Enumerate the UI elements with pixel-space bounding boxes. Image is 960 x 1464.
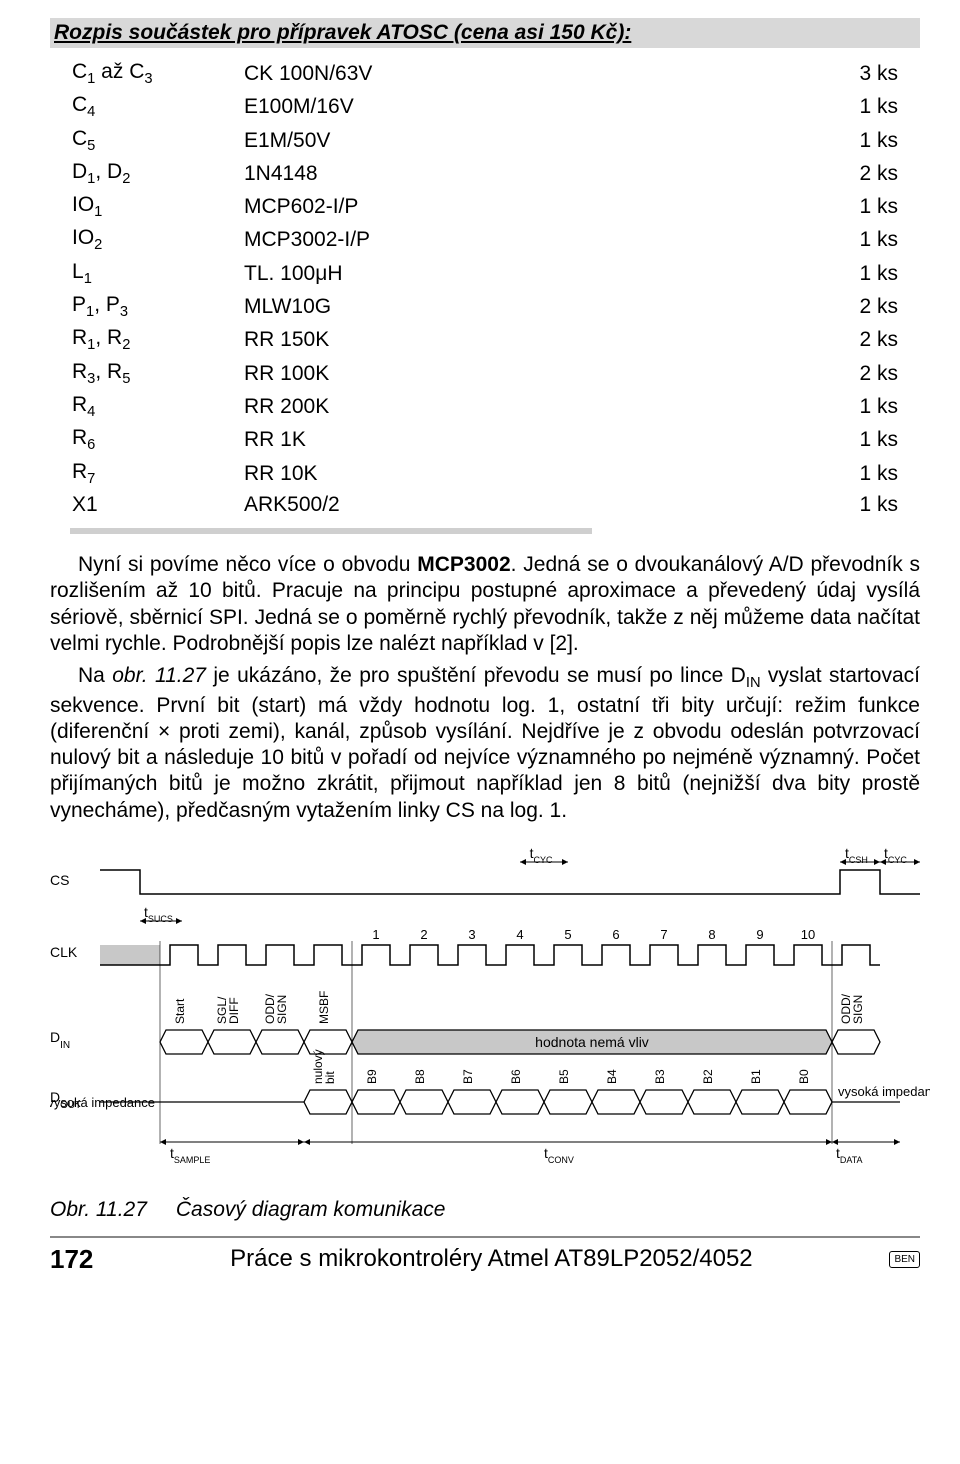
svg-text:8: 8 [708, 927, 715, 942]
table-row: R4RR 200K1 ks [72, 391, 938, 422]
table-row: IO2MCP3002-I/P1 ks [72, 224, 938, 255]
table-row: R7RR 10K1 ks [72, 458, 938, 489]
svg-text:tDATA: tDATA [836, 1145, 863, 1165]
svg-text:DIN: DIN [50, 1029, 70, 1051]
svg-text:SIGN: SIGN [851, 995, 865, 1024]
svg-text:tSAMPLE: tSAMPLE [170, 1145, 210, 1165]
caption-ref: Obr. 11.27 [50, 1198, 170, 1222]
table-row: C4E100M/16V1 ks [72, 91, 938, 122]
svg-text:4: 4 [516, 927, 523, 942]
svg-text:B5: B5 [557, 1069, 571, 1084]
table-row: IO1MCP602-I/P1 ks [72, 191, 938, 222]
table-row: P1, P3MLW10G2 ks [72, 291, 938, 322]
timing-diagram: CSCLKDINDOUTtCYCtCSHtCYCtSUCS12345678910… [50, 840, 930, 1180]
svg-text:B3: B3 [653, 1069, 667, 1084]
svg-text:Start: Start [173, 998, 187, 1024]
svg-text:vysoká impedance: vysoká impedance [838, 1084, 930, 1099]
table-row: C5E1M/50V1 ks [72, 125, 938, 156]
parts-table: C1 až C3CK 100N/63V3 ksC4E100M/16V1 ksC5… [70, 56, 940, 520]
svg-text:2: 2 [420, 927, 427, 942]
svg-text:6: 6 [612, 927, 619, 942]
divider [70, 528, 592, 534]
svg-text:CLK: CLK [50, 944, 78, 960]
paragraph-2: Na obr. 11.27 je ukázáno, že pro spuštěn… [50, 663, 920, 824]
paragraph-1: Nyní si povíme něco více o obvodu MCP300… [50, 552, 920, 657]
svg-text:B2: B2 [701, 1069, 715, 1084]
svg-text:MSBF: MSBF [317, 991, 331, 1024]
svg-text:7: 7 [660, 927, 667, 942]
svg-text:DIFF: DIFF [227, 997, 241, 1024]
svg-text:SIGN: SIGN [275, 995, 289, 1024]
svg-text:tSUCS: tSUCS [144, 904, 173, 924]
parts-list-title: Rozpis součástek pro přípravek ATOSC (ce… [50, 18, 920, 48]
svg-text:B1: B1 [749, 1069, 763, 1084]
svg-text:hodnota nemá vliv: hodnota nemá vliv [535, 1034, 649, 1050]
table-row: L1TL. 100μH1 ks [72, 258, 938, 289]
table-row: R1, R2RR 150K2 ks [72, 324, 938, 355]
svg-text:9: 9 [756, 927, 763, 942]
svg-text:tCYC: tCYC [884, 845, 907, 865]
page-footer: 172 Práce s mikrokontroléry Atmel AT89LP… [50, 1236, 920, 1275]
svg-text:5: 5 [564, 927, 571, 942]
table-row: R6RR 1K1 ks [72, 424, 938, 455]
svg-text:B7: B7 [461, 1069, 475, 1084]
table-row: R3, R5RR 100K2 ks [72, 358, 938, 389]
table-row: X1ARK500/21 ks [72, 491, 938, 518]
figure-caption: Obr. 11.27 Časový diagram komunikace [50, 1198, 920, 1222]
svg-text:3: 3 [468, 927, 475, 942]
svg-text:B4: B4 [605, 1069, 619, 1084]
table-row: D1, D21N41482 ks [72, 158, 938, 189]
svg-text:B9: B9 [365, 1069, 379, 1084]
svg-text:1: 1 [372, 927, 379, 942]
svg-text:B0: B0 [797, 1069, 811, 1084]
svg-text:B6: B6 [509, 1069, 523, 1084]
table-row: C1 až C3CK 100N/63V3 ks [72, 58, 938, 89]
svg-text:CS: CS [50, 872, 69, 888]
caption-text: Časový diagram komunikace [176, 1198, 446, 1221]
publisher-logo: BEN [889, 1251, 920, 1268]
footer-title: Práce s mikrokontroléry Atmel AT89LP2052… [93, 1245, 889, 1273]
svg-text:B8: B8 [413, 1069, 427, 1084]
svg-text:tCSH: tCSH [845, 845, 868, 865]
svg-text:bit: bit [323, 1071, 337, 1084]
svg-text:tCYC: tCYC [530, 845, 553, 865]
svg-text:tCONV: tCONV [544, 1145, 574, 1165]
page-number: 172 [50, 1244, 93, 1275]
svg-text:10: 10 [801, 927, 815, 942]
